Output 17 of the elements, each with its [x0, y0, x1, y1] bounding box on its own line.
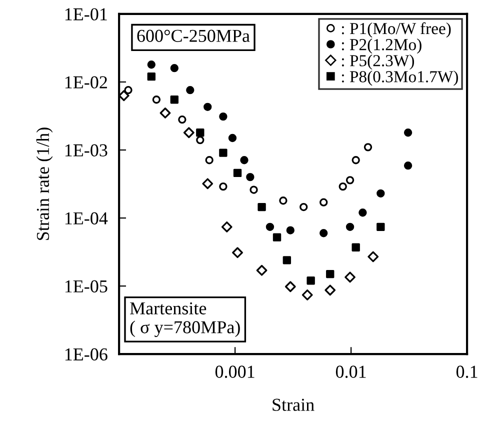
legend-label: : P1(Mo/W free): [342, 22, 451, 38]
y-axis-title: Strain rate (1/h): [36, 128, 53, 240]
legend-label: : P8(0.3Mo1.7W): [342, 70, 458, 86]
x-tick-label: 0.1: [456, 366, 478, 378]
y-tick-label: 1E-06: [65, 348, 108, 360]
x-axis-title: Strain: [272, 398, 314, 411]
x-tick-label: 0.01: [336, 366, 366, 378]
annotation: 600°C-250MPa: [137, 30, 250, 42]
annotation: Martensite ( σ y=780MPa): [130, 302, 240, 338]
legend-label: : P2(1.2Mo): [342, 38, 422, 54]
y-tick-label: 1E-05: [65, 280, 108, 292]
y-tick-label: 1E-03: [65, 144, 108, 156]
y-tick-label: 1E-01: [65, 8, 107, 20]
x-tick-label: 0.001: [215, 366, 254, 378]
legend-label: : P5(2.3W): [342, 54, 414, 70]
y-tick-label: 1E-04: [65, 212, 108, 224]
y-tick-label: 1E-02: [65, 76, 107, 88]
